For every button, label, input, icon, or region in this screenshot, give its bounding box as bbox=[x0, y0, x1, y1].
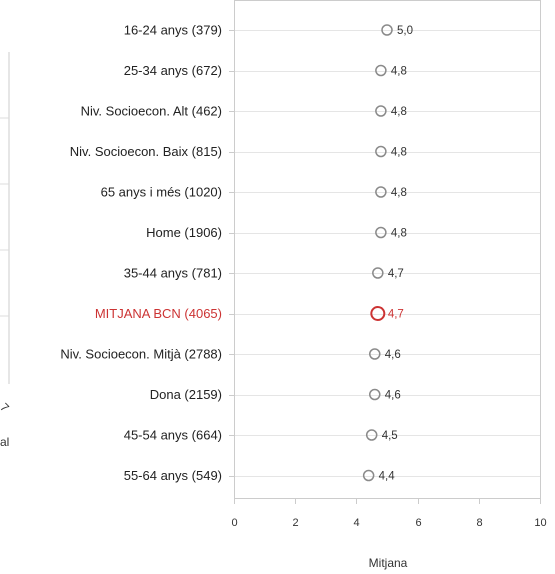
category-label: 35-44 anys (781) bbox=[124, 266, 222, 281]
chart-axes bbox=[229, 0, 541, 504]
category-label: Dona (2159) bbox=[150, 387, 222, 402]
data-label: 4,7 bbox=[388, 309, 404, 321]
data-points: 5,0 4,8 4,8 4,8 4,8 4,8 4,7 4,7 4,6 4,6 4,5 4,4 bbox=[364, 25, 413, 483]
category-label: Niv. Socioecon. Alt (462) bbox=[81, 104, 222, 119]
x-tick-labels: 0 2 4 6 8 10 bbox=[231, 517, 546, 529]
data-label: 4,6 bbox=[385, 349, 401, 361]
category-label: 16-24 anys (379) bbox=[124, 23, 222, 38]
x-axis-title: Mitjana bbox=[369, 556, 408, 570]
data-point-highlight bbox=[371, 307, 384, 320]
data-point bbox=[376, 228, 386, 238]
category-label: Niv. Socioecon. Baix (815) bbox=[70, 144, 222, 159]
gridlines bbox=[234, 31, 540, 477]
data-label: 4,8 bbox=[391, 228, 407, 240]
data-point bbox=[376, 147, 386, 157]
x-tick-label: 10 bbox=[534, 517, 546, 529]
category-label: Niv. Socioecon. Mitjà (2788) bbox=[60, 347, 222, 362]
data-label: 4,4 bbox=[379, 471, 396, 483]
category-label: 55-64 anys (549) bbox=[124, 468, 222, 483]
data-label: 4,6 bbox=[385, 390, 401, 402]
category-label: Home (1906) bbox=[146, 225, 222, 240]
x-tick-label: 2 bbox=[292, 517, 298, 529]
category-label: 25-34 anys (672) bbox=[124, 63, 222, 78]
data-label: 4,8 bbox=[391, 187, 407, 199]
x-tick-label: 4 bbox=[353, 517, 359, 529]
data-label: 5,0 bbox=[397, 25, 413, 37]
data-label: 4,8 bbox=[391, 66, 407, 78]
data-label: 4,7 bbox=[388, 268, 404, 280]
data-label: 4,5 bbox=[382, 430, 398, 442]
data-point bbox=[370, 390, 380, 400]
x-tick-label: 6 bbox=[415, 517, 421, 529]
category-label: MITJANA BCN (4065) bbox=[95, 306, 222, 321]
data-point bbox=[376, 66, 386, 76]
data-label: 4,8 bbox=[391, 147, 407, 159]
category-label: 65 anys i més (1020) bbox=[101, 185, 222, 200]
category-labels: 16-24 anys (379) 25-34 anys (672) Niv. Soc… bbox=[60, 23, 222, 484]
x-tick-label: 0 bbox=[231, 517, 237, 529]
category-label: 45-54 anys (664) bbox=[124, 428, 222, 443]
data-label: 4,8 bbox=[391, 106, 407, 118]
data-point bbox=[364, 471, 374, 481]
x-tick-label: 8 bbox=[476, 517, 482, 529]
